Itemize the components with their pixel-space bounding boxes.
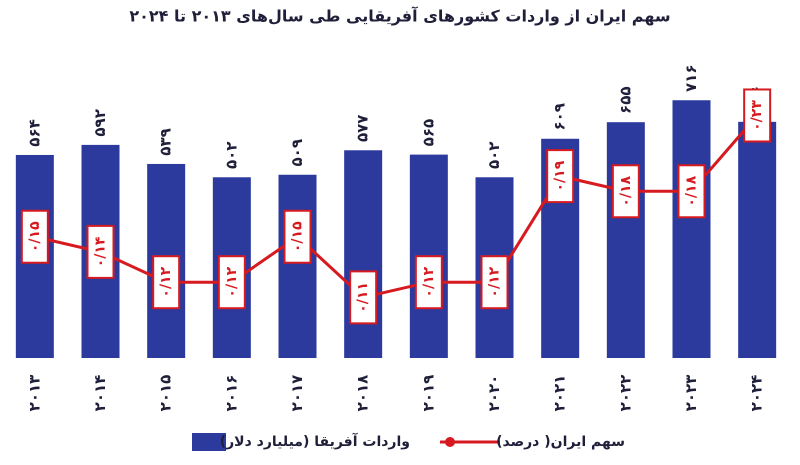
line-value-label: ۰/۱۹: [552, 160, 568, 191]
line-value-label: ۰/۱۲: [224, 266, 240, 297]
bar-value-label: ۵۰۹: [288, 139, 306, 166]
value-label-box: [217, 255, 246, 310]
line-value-label: ۰/۱۵: [290, 221, 306, 252]
value-label-box: [414, 255, 443, 310]
line-value-label: ۰/۱۴: [93, 236, 109, 267]
x-tick-label: ۲۰۱۴: [91, 375, 109, 412]
legend-label: واردات آفریقا (میلیارد دلار): [220, 432, 410, 450]
value-label-box: [677, 164, 706, 219]
line-value-label: ۰/۲۳: [749, 100, 765, 131]
bar-value-label: ۵۶۵: [419, 119, 437, 146]
x-tick-label: ۲۰۲۴: [748, 375, 766, 412]
x-tick-label: ۲۰۱۳: [25, 375, 43, 412]
bar-value-label: ۵۶۴: [25, 119, 43, 146]
line-value-label: ۰/۱۲: [487, 266, 503, 297]
line-value-label: ۰/۱۸: [618, 175, 634, 206]
value-label-box: [546, 149, 575, 204]
x-tick-label: ۲۰۱۶: [222, 375, 240, 412]
bar-value-label: ۶۵۵: [616, 86, 634, 113]
x-tick-label: ۲۰۲۱: [551, 375, 569, 412]
bar: [672, 100, 711, 359]
value-label-box: [480, 255, 509, 310]
x-tick-label: ۲۰۲۰: [485, 375, 503, 412]
bar: [344, 150, 383, 358]
legend-swatch: [192, 433, 226, 451]
x-tick-label: ۲۰۱۵: [157, 375, 175, 412]
value-label-box: [611, 164, 640, 219]
x-tick-label: ۲۰۲۳: [682, 375, 700, 412]
bar-value-label: ۷۱۶: [682, 65, 700, 92]
line-value-label: ۰/۱۱: [355, 282, 371, 313]
legend-label: سهم ایران( درصد): [496, 434, 625, 450]
bar-value-label: ۵۳۹: [157, 128, 175, 155]
bar: [278, 174, 317, 358]
line-value-label: ۰/۱۲: [158, 266, 174, 297]
value-label-box: [86, 224, 115, 279]
value-label-box: [20, 209, 49, 264]
value-label-box: [349, 270, 378, 325]
legend-marker: [445, 437, 455, 447]
bar-value-label: ۵۰۲: [222, 142, 240, 169]
line-value-label: ۰/۱۲: [421, 266, 437, 297]
x-tick-label: ۲۰۱۹: [419, 375, 437, 412]
bar-value-label: ۶۰۹: [551, 103, 569, 130]
value-label-box: [152, 255, 181, 310]
chart-title: سهم ایران از واردات کشورهای آفریقایی طی …: [129, 6, 670, 26]
x-tick-label: ۲۰۱۷: [288, 375, 306, 412]
bar: [606, 122, 645, 358]
bar: [738, 121, 777, 358]
line-value-label: ۰/۱۸: [684, 175, 700, 206]
x-tick-label: ۲۰۲۲: [616, 375, 634, 412]
x-tick-label: ۲۰۱۸: [354, 375, 372, 412]
bar-value-label: ۵۹۲: [91, 109, 109, 136]
line-value-label: ۰/۱۵: [27, 221, 43, 252]
bar-value-label: ۵۷۷: [354, 115, 372, 142]
bar-value-label: ۵۰۲: [485, 142, 503, 169]
value-label-box: [283, 209, 312, 264]
value-label-box: [743, 88, 772, 143]
